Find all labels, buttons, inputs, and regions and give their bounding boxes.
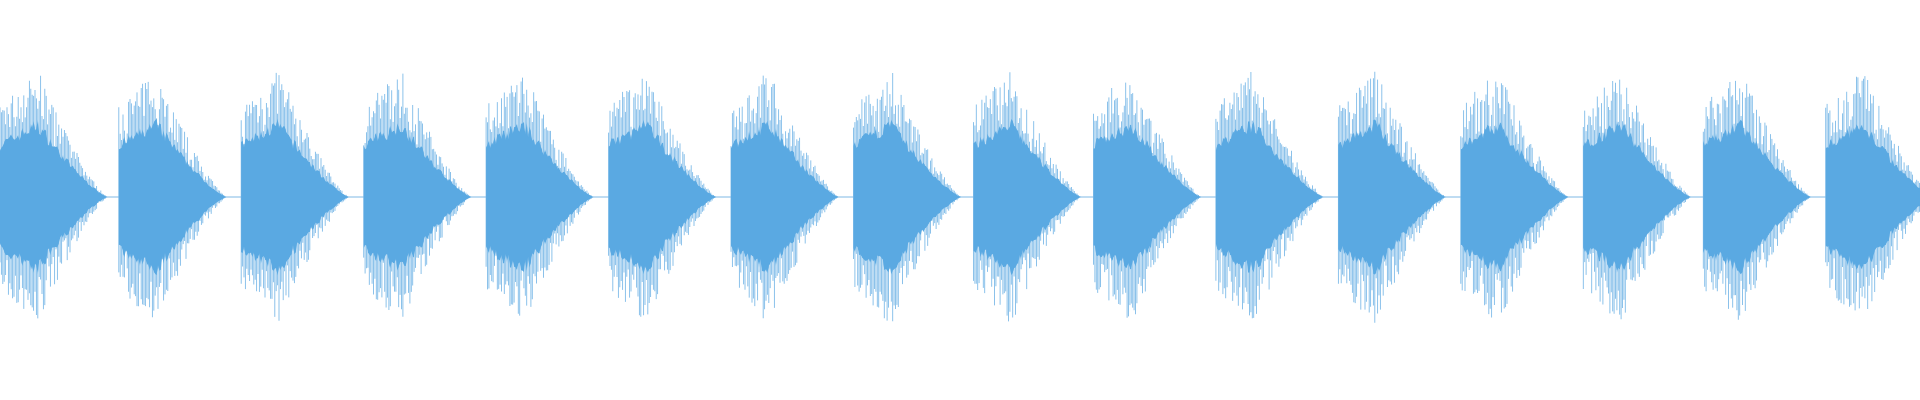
wave-core — [363, 123, 472, 271]
wave-core — [1703, 119, 1812, 275]
wave-core — [241, 118, 349, 276]
wave-core — [1825, 124, 1920, 270]
wave-core — [608, 119, 717, 275]
wave-core — [1583, 121, 1692, 273]
wave-core — [853, 119, 962, 275]
wave-core — [973, 118, 1082, 276]
wave-core — [0, 119, 108, 275]
wave-core — [486, 121, 594, 273]
wave-core — [1215, 121, 1324, 273]
wave-core — [1338, 119, 1447, 275]
wave-core — [1093, 124, 1202, 270]
wave-core — [731, 120, 839, 274]
wave-core — [118, 118, 227, 276]
wave-core — [1460, 122, 1569, 272]
